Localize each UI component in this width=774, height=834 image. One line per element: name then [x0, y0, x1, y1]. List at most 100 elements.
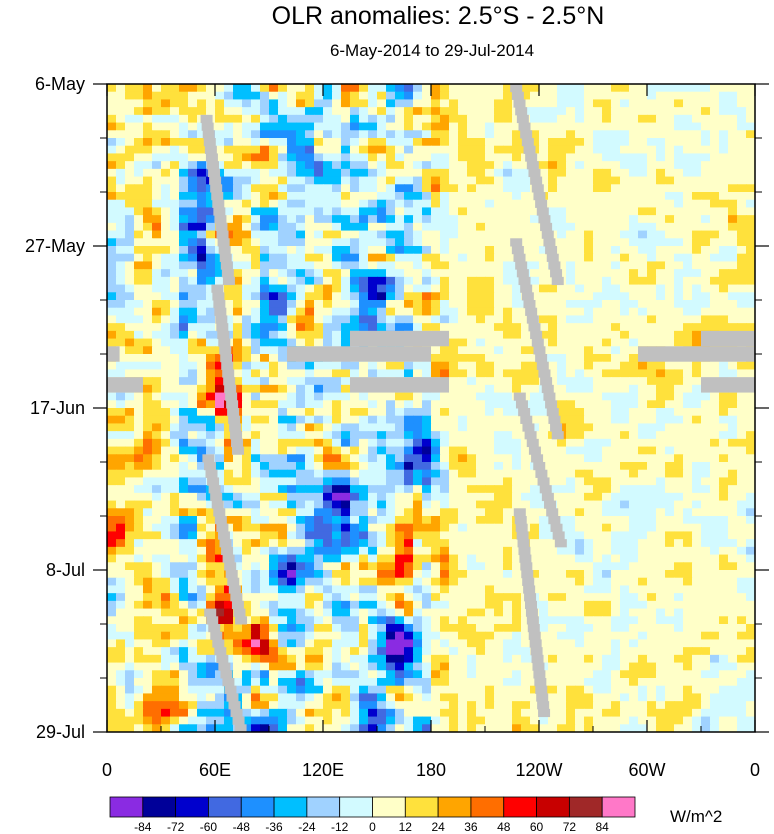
heatmap-cell [143, 377, 153, 386]
heatmap-cell [386, 145, 396, 155]
heatmap-cell [602, 446, 612, 455]
heatmap-cell [260, 384, 270, 394]
heatmap-cell [512, 354, 522, 363]
heatmap-cell [269, 138, 279, 147]
heatmap-cell [107, 91, 117, 101]
heatmap-cell [161, 338, 171, 347]
heatmap-cell [629, 284, 639, 293]
heatmap-cell [323, 307, 333, 317]
heatmap-cell [593, 400, 603, 409]
heatmap-cell [683, 168, 693, 178]
heatmap-cell [341, 423, 351, 432]
heatmap-cell [161, 330, 171, 340]
heatmap-cell [494, 600, 504, 610]
heatmap-cell [170, 199, 180, 209]
heatmap-cell [674, 500, 684, 509]
heatmap-cell [386, 222, 396, 232]
heatmap-cell [656, 292, 666, 301]
heatmap-cell [125, 469, 135, 479]
heatmap-cell [665, 338, 675, 347]
heatmap-cell [548, 338, 558, 347]
heatmap-cell [494, 99, 504, 108]
heatmap-cell [458, 300, 468, 309]
heatmap-cell [431, 269, 441, 278]
heatmap-cell [512, 554, 522, 563]
heatmap-cell [422, 600, 432, 610]
heatmap-cell [575, 122, 585, 131]
heatmap-cell [602, 462, 612, 471]
heatmap-cell [629, 516, 639, 525]
heatmap-cell [638, 446, 648, 455]
heatmap-cell [548, 114, 558, 124]
heatmap-cell [143, 438, 153, 448]
heatmap-cell [674, 338, 684, 347]
heatmap-cell [674, 238, 684, 247]
heatmap-cell [629, 408, 639, 417]
heatmap-cell [494, 292, 504, 301]
heatmap-cell [197, 153, 207, 162]
heatmap-cell [521, 477, 531, 486]
heatmap-cell [575, 377, 585, 386]
heatmap-cell [638, 570, 648, 579]
heatmap-cell [611, 176, 621, 185]
heatmap-cell [512, 114, 522, 124]
heatmap-cell [539, 269, 549, 278]
heatmap-cell [143, 492, 153, 502]
heatmap-cell [179, 199, 189, 209]
heatmap-cell [422, 462, 432, 471]
heatmap-cell [125, 161, 135, 170]
heatmap-cell [134, 608, 144, 617]
heatmap-cell [395, 222, 405, 232]
heatmap-cell [107, 246, 117, 255]
heatmap-cell [161, 431, 171, 440]
heatmap-cell [440, 608, 450, 617]
heatmap-cell [575, 230, 585, 239]
heatmap-cell [584, 570, 594, 579]
heatmap-cell [503, 91, 513, 101]
heatmap-cell [620, 577, 630, 587]
heatmap-cell [314, 423, 324, 432]
heatmap-cell [350, 269, 360, 278]
heatmap-cell [611, 145, 621, 155]
heatmap-cell [584, 338, 594, 347]
heatmap-cell [557, 508, 567, 517]
heatmap-cell [251, 469, 261, 479]
heatmap-cell [278, 176, 288, 185]
heatmap-cell [116, 222, 126, 232]
heatmap-cell [692, 323, 702, 332]
heatmap-cell [251, 276, 261, 286]
heatmap-cell [107, 539, 117, 548]
heatmap-cell [737, 492, 747, 502]
heatmap-cell [530, 523, 540, 533]
heatmap-cell [494, 554, 504, 563]
heatmap-cell [323, 415, 333, 425]
heatmap-cell [197, 222, 207, 232]
heatmap-cell [665, 284, 675, 293]
heatmap-cell [593, 492, 603, 502]
heatmap-cell [161, 114, 171, 124]
heatmap-cell [377, 577, 387, 587]
heatmap-cell [188, 176, 198, 185]
heatmap-cell [314, 145, 324, 155]
heatmap-cell [440, 346, 450, 355]
heatmap-cell [620, 469, 630, 479]
heatmap-cell [521, 315, 531, 324]
heatmap-cell [431, 593, 441, 602]
heatmap-cell [305, 616, 315, 625]
heatmap-cell [170, 307, 180, 317]
heatmap-cell [143, 122, 153, 131]
heatmap-cell [575, 600, 585, 610]
heatmap-cell [422, 107, 432, 116]
heatmap-cell [746, 253, 755, 263]
heatmap-cell [296, 269, 306, 278]
heatmap-cell [170, 469, 180, 479]
heatmap-cell [368, 600, 378, 610]
heatmap-cell [107, 477, 117, 486]
heatmap-cell [656, 253, 666, 263]
heatmap-cell [287, 184, 297, 193]
heatmap-cell [683, 192, 693, 201]
heatmap-cell [332, 307, 342, 317]
heatmap-cell [485, 361, 495, 371]
heatmap-cell [404, 562, 414, 571]
heatmap-cell [746, 562, 755, 571]
